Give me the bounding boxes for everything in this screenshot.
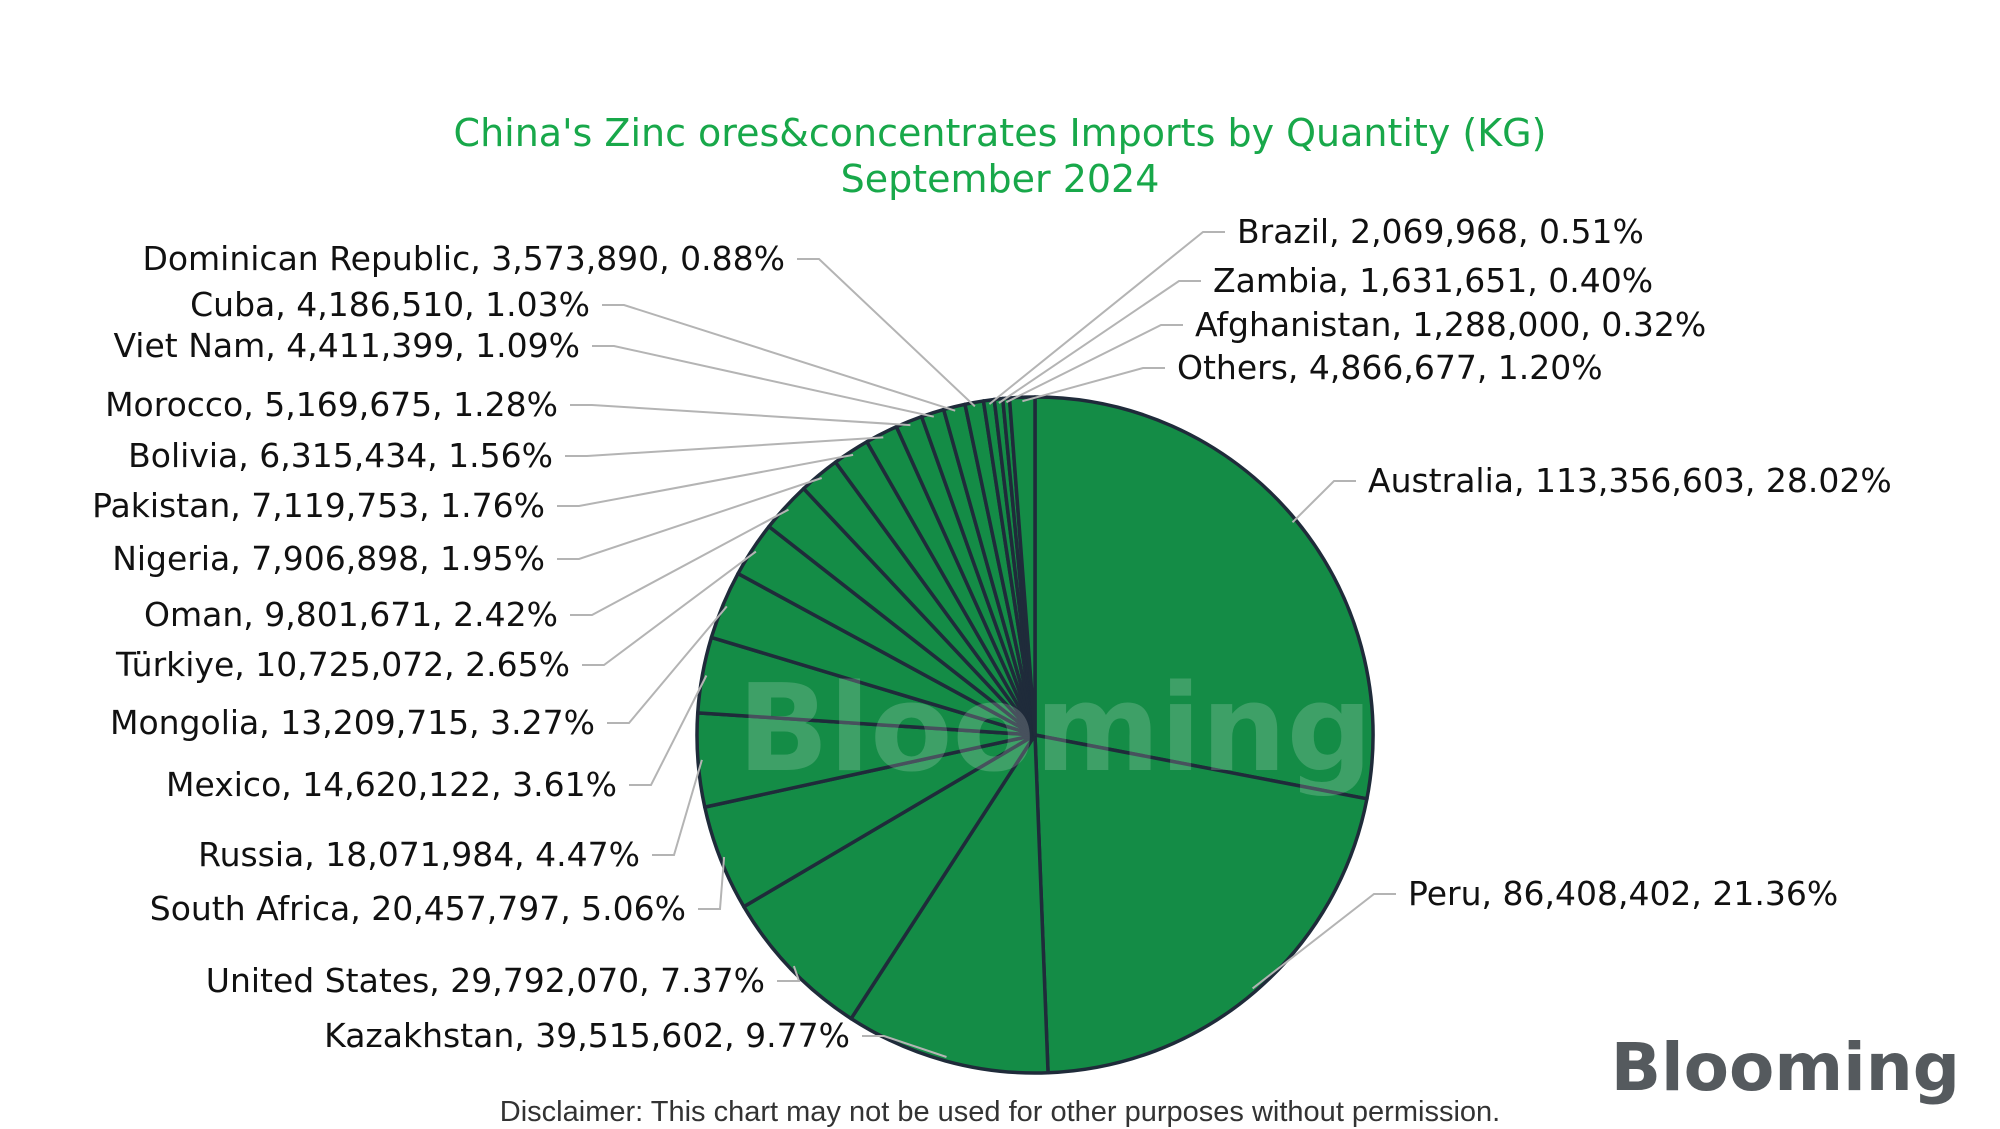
slice-label: Morocco, 5,169,675, 1.28% — [105, 385, 558, 424]
leader-line — [1251, 893, 1396, 990]
leader-line — [797, 258, 976, 408]
slice-label: Russia, 18,071,984, 4.47% — [198, 835, 640, 874]
chart-subtitle: September 2024 — [841, 157, 1160, 201]
slice-label: Mexico, 14,620,122, 3.61% — [166, 765, 617, 804]
pie-slice-kazakhstan — [849, 733, 1050, 1075]
slice-label: Dominican Republic, 3,573,890, 0.88% — [142, 239, 785, 278]
pie-slice-peru — [1033, 733, 1369, 1075]
leader-line — [1291, 480, 1356, 524]
pie-slice-united-states — [742, 733, 1037, 1021]
leader-line — [988, 231, 1225, 405]
slice-label: Pakistan, 7,119,753, 1.76% — [92, 486, 545, 525]
slice-label: Peru, 86,408,402, 21.36% — [1408, 874, 1838, 913]
slice-labels: Australia, 113,356,603, 28.02% Peru, 86,4… — [92, 212, 1892, 1055]
slice-label: Cuba, 4,186,510, 1.03% — [190, 285, 590, 324]
logo-text: Blooming — [1611, 1029, 1960, 1106]
leader-line — [570, 404, 911, 427]
leader-line — [862, 1035, 947, 1058]
leader-line — [652, 759, 703, 856]
leader-line — [565, 436, 884, 457]
slice-label: Kazakhstan, 39,515,602, 9.77% — [324, 1016, 850, 1055]
slice-label: Afghanistan, 1,288,000, 0.32% — [1195, 305, 1706, 344]
slice-label: Bolivia, 6,315,434, 1.56% — [128, 436, 553, 475]
disclaimer: Disclaimer: This chart may not be used f… — [499, 1096, 1501, 1128]
watermark: Blooming — [738, 660, 1373, 799]
leader-line — [557, 453, 854, 507]
slice-label: United States, 29,792,070, 7.37% — [206, 961, 765, 1000]
leader-line — [582, 550, 757, 666]
leader-lines — [557, 231, 1396, 1058]
leader-line — [602, 304, 956, 412]
slice-label: South Africa, 20,457,797, 5.06% — [150, 889, 686, 928]
slice-label: Brazil, 2,069,968, 0.51% — [1237, 212, 1644, 251]
leader-line — [1005, 324, 1183, 404]
leader-line — [777, 965, 801, 982]
brand-logo: Blooming — [1611, 1029, 1960, 1106]
pie-slices — [695, 395, 1375, 1075]
leader-line — [1022, 367, 1165, 403]
leader-line — [570, 508, 789, 616]
chart-title: China's Zinc ores&concentrates Imports b… — [454, 111, 1547, 155]
leader-line — [698, 856, 726, 910]
slice-label: Zambia, 1,631,651, 0.40% — [1213, 261, 1653, 300]
slice-label: Others, 4,866,677, 1.20% — [1177, 348, 1603, 387]
slice-label: Türkiye, 10,725,072, 2.65% — [115, 645, 570, 684]
leader-line — [998, 280, 1201, 404]
leader-line — [557, 477, 823, 560]
leader-line — [607, 605, 728, 724]
slice-label: Australia, 113,356,603, 28.02% — [1368, 461, 1892, 500]
slice-label: Viet Nam, 4,411,399, 1.09% — [113, 326, 580, 365]
slice-label: Nigeria, 7,906,898, 1.95% — [112, 539, 545, 578]
slice-label: Oman, 9,801,671, 2.42% — [144, 595, 558, 634]
leader-line — [629, 675, 708, 786]
slice-label: Mongolia, 13,209,715, 3.27% — [110, 703, 595, 742]
leader-line — [592, 345, 935, 418]
